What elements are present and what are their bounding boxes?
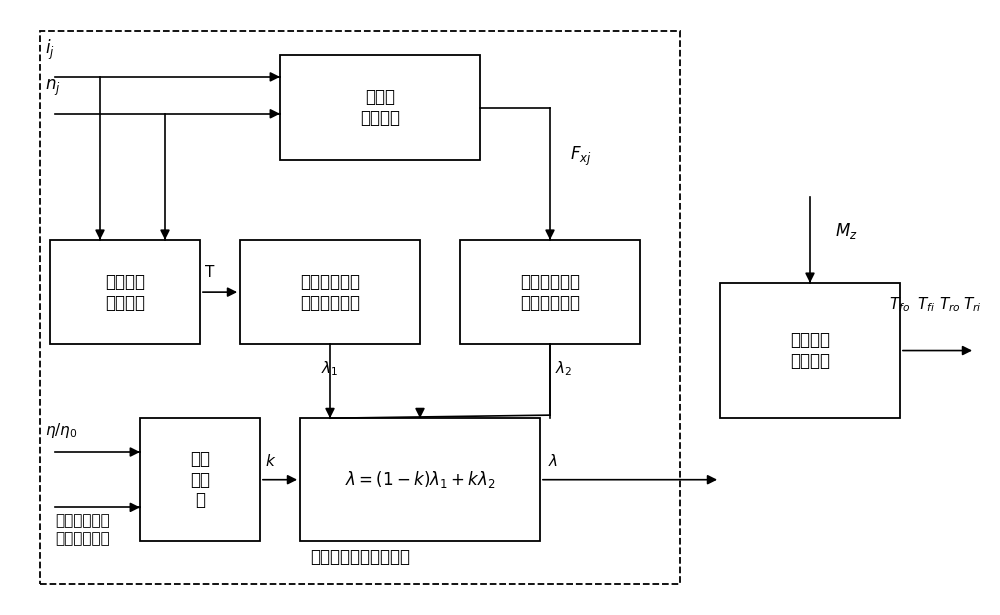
Text: 整体转矩
分配单元: 整体转矩 分配单元 bbox=[790, 331, 830, 370]
Bar bbox=[720, 283, 900, 418]
Bar bbox=[240, 240, 420, 344]
Text: $k$: $k$ bbox=[265, 453, 276, 469]
Text: $T_{ro}$: $T_{ro}$ bbox=[939, 295, 961, 314]
Text: 侧重提高电机
响应分配模块: 侧重提高电机 响应分配模块 bbox=[520, 272, 580, 312]
Bar bbox=[460, 240, 640, 344]
Text: 前后电机转矩分配单元: 前后电机转矩分配单元 bbox=[310, 548, 410, 566]
Text: 纵向力
观测器组: 纵向力 观测器组 bbox=[360, 88, 400, 127]
Text: $i_j$: $i_j$ bbox=[45, 38, 55, 62]
Text: $\lambda_1$: $\lambda_1$ bbox=[321, 360, 339, 378]
Text: 侧重提高电机
效率分配模块: 侧重提高电机 效率分配模块 bbox=[300, 272, 360, 312]
Bar bbox=[280, 55, 480, 160]
Text: $T_{ri}$: $T_{ri}$ bbox=[963, 295, 981, 314]
Text: 需求转矩
计算模块: 需求转矩 计算模块 bbox=[105, 272, 145, 312]
Bar bbox=[50, 240, 200, 344]
Bar bbox=[40, 31, 680, 584]
Text: $M_z$: $M_z$ bbox=[835, 221, 858, 242]
Text: $\lambda_2$: $\lambda_2$ bbox=[555, 360, 572, 378]
Text: $\lambda$: $\lambda$ bbox=[548, 453, 558, 469]
Text: $T_{fi}$: $T_{fi}$ bbox=[917, 295, 935, 314]
Text: 模糊
控制
器: 模糊 控制 器 bbox=[190, 450, 210, 509]
Text: $F_{xj}$: $F_{xj}$ bbox=[570, 145, 592, 169]
Text: $\eta/\eta_0$: $\eta/\eta_0$ bbox=[45, 421, 78, 440]
Text: $n_j$: $n_j$ bbox=[45, 78, 61, 98]
Text: $\lambda=(1-k)\lambda_1+k\lambda_2$: $\lambda=(1-k)\lambda_1+k\lambda_2$ bbox=[345, 469, 495, 490]
Text: T: T bbox=[205, 265, 214, 280]
Bar bbox=[140, 418, 260, 541]
Text: 四个电机电流
方差的平均值: 四个电机电流 方差的平均值 bbox=[55, 514, 110, 546]
Bar bbox=[300, 418, 540, 541]
Text: $T_{fo}$: $T_{fo}$ bbox=[889, 295, 911, 314]
